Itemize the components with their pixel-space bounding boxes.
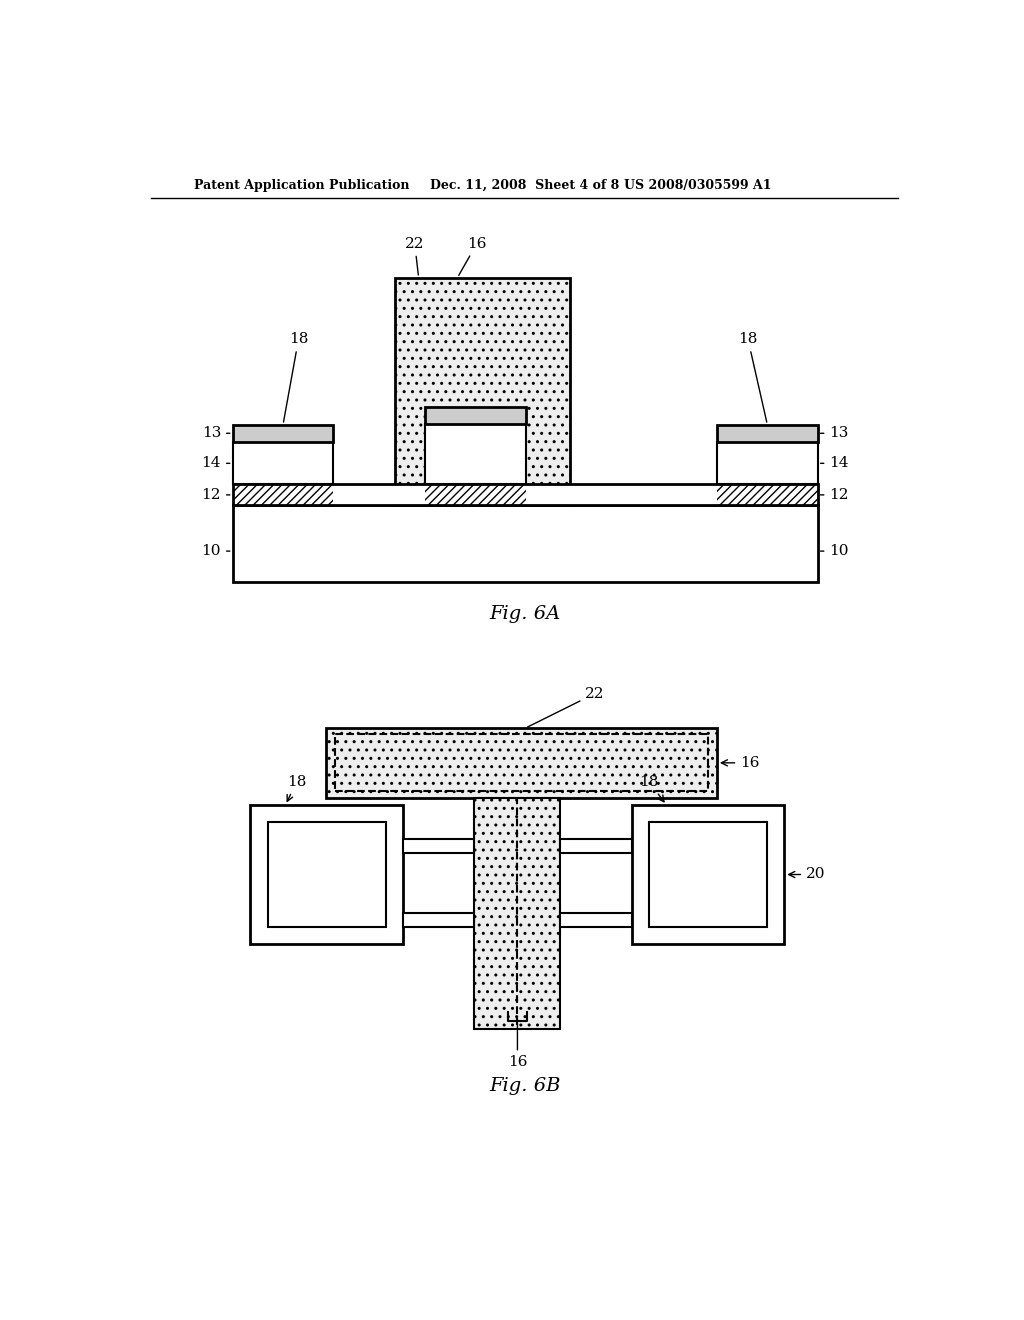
Bar [403, 913, 474, 927]
Text: 22: 22 [527, 686, 605, 727]
Bar [474, 797, 560, 1028]
Text: 18: 18 [284, 333, 308, 422]
Bar [403, 840, 474, 853]
Text: Fig. 6A: Fig. 6A [489, 606, 560, 623]
Text: 22: 22 [406, 236, 425, 275]
Text: Dec. 11, 2008  Sheet 4 of 8: Dec. 11, 2008 Sheet 4 of 8 [430, 178, 620, 191]
Bar [717, 425, 818, 442]
Text: Fig. 6B: Fig. 6B [489, 1077, 560, 1096]
Bar [251, 805, 403, 944]
Text: 10: 10 [820, 544, 849, 558]
Bar [560, 913, 632, 927]
Text: 16: 16 [459, 236, 486, 276]
Bar [267, 822, 386, 927]
Bar [425, 484, 525, 506]
Text: 10: 10 [202, 544, 229, 558]
Bar [232, 442, 334, 484]
Text: 18: 18 [738, 333, 767, 422]
Text: 12: 12 [820, 488, 849, 502]
Bar [632, 805, 784, 944]
Text: 20: 20 [788, 867, 825, 882]
Text: 14: 14 [820, 457, 849, 470]
Bar [425, 424, 525, 484]
Bar [232, 425, 334, 442]
Bar [395, 277, 569, 506]
Text: 12: 12 [202, 488, 229, 502]
Bar [560, 840, 632, 853]
Text: 14: 14 [202, 457, 229, 470]
Text: 13: 13 [820, 426, 849, 441]
Text: Patent Application Publication: Patent Application Publication [194, 178, 410, 191]
Text: 18: 18 [287, 775, 306, 801]
Text: 13: 13 [202, 426, 229, 441]
Text: 16: 16 [508, 1023, 527, 1069]
Text: 18: 18 [640, 775, 664, 801]
Bar [425, 407, 525, 424]
Bar [649, 822, 767, 927]
Bar [335, 734, 708, 792]
Text: US 2008/0305599 A1: US 2008/0305599 A1 [624, 178, 771, 191]
Bar [326, 729, 717, 797]
Bar [232, 484, 818, 506]
Bar [232, 506, 818, 582]
Text: 16: 16 [721, 756, 760, 770]
Bar [232, 484, 334, 506]
Bar [717, 442, 818, 484]
Bar [717, 484, 818, 506]
